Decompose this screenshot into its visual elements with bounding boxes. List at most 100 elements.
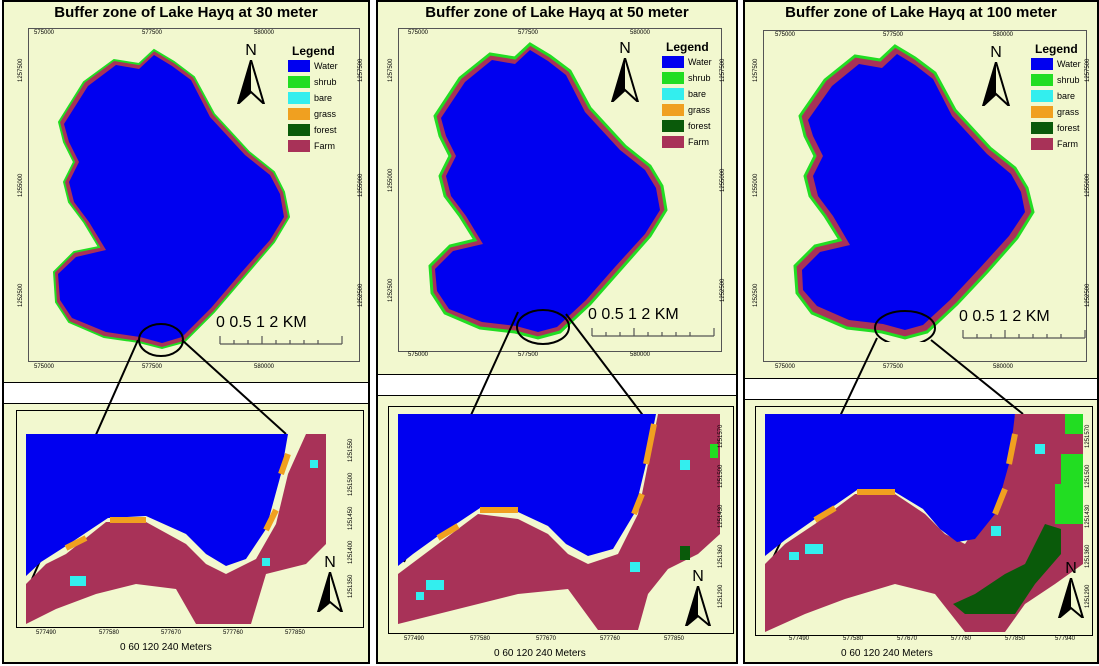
inset-y-tick: 1251500 (348, 472, 354, 496)
x-tick: 577500 (518, 30, 539, 36)
inset-x-tick: 577490 (789, 636, 810, 642)
inset-bare-patch (70, 576, 86, 586)
x-tick: 577500 (883, 364, 904, 370)
x-tick: 580000 (254, 364, 275, 370)
north-arrow-icon (236, 60, 266, 104)
legend-item-farm: Farm (1031, 136, 1081, 152)
legend-title: Legend (1035, 42, 1078, 56)
legend-item-grass: grass (1031, 104, 1081, 120)
legend-title: Legend (666, 40, 709, 54)
inset-scale-bar: 0 60 120 240 Meters (841, 648, 933, 659)
legend-item-forest: forest (662, 118, 712, 134)
legend-item-water: Water (288, 58, 338, 74)
panel-title: Buffer zone of Lake Hayq at 100 meter (785, 4, 1057, 21)
north-arrow-icon (610, 58, 640, 102)
legend-item-forest: forest (1031, 120, 1081, 136)
map-panel-30m: Buffer zone of Lake Hayq at 30 meter 575… (2, 0, 370, 664)
inset-forest-patch (953, 524, 1061, 614)
legend-item-water: Water (662, 54, 712, 70)
north-arrow-icon (684, 586, 712, 626)
north-arrow: N (610, 40, 640, 102)
legend-title: Legend (292, 44, 335, 58)
x-tick: 580000 (993, 32, 1014, 38)
north-arrow-icon (1057, 578, 1085, 618)
panel-title: Buffer zone of Lake Hayq at 30 meter (54, 4, 318, 21)
inset-scale-bar: 0 60 120 240 Meters (120, 642, 212, 653)
inset-grass-edge (813, 433, 1018, 523)
inset-bare-patch (991, 526, 1001, 536)
inset-bare-patch (262, 558, 270, 566)
lake-map (52, 48, 291, 357)
inset-shrub-patch (710, 444, 718, 458)
x-tick: 577500 (142, 30, 163, 36)
inset-bare-patch (630, 562, 640, 572)
legend-item-farm: Farm (662, 134, 712, 150)
inset-north-arrow: N (1057, 560, 1085, 618)
legend-item-shrub: shrub (662, 70, 712, 86)
inset-north-arrow: N (684, 568, 712, 626)
inset-y-tick: 1251570 (718, 424, 724, 448)
legend: Legend Water shrub bare grass forest Far… (1031, 42, 1081, 152)
inset-map (765, 414, 1083, 632)
legend: Legend Water shrub bare grass forest Far… (662, 40, 712, 150)
scale-bar-ruler (591, 328, 715, 337)
inset-shrub-patch (1061, 454, 1083, 484)
legend-item-bare: bare (1031, 88, 1081, 104)
inset-y-tick: 1251350 (348, 574, 354, 598)
inset-scale-bar: 0 60 120 240 Meters (494, 648, 586, 659)
inset-y-tick: 1251500 (1085, 464, 1091, 488)
legend-item-bare: bare (662, 86, 712, 102)
inset-y-tick: 1251570 (1085, 424, 1091, 448)
inset-x-tick: 577580 (99, 630, 120, 636)
inset-farm (26, 434, 326, 624)
inset-bare-patch (805, 544, 823, 554)
inset-forest-patch (680, 546, 690, 560)
inset-y-tick: 1251290 (718, 584, 724, 608)
legend-item-bare: bare (288, 90, 338, 106)
zoom-circle (874, 310, 936, 342)
inset-y-tick: 1251400 (348, 540, 354, 564)
zoom-circle (516, 309, 570, 345)
x-tick: 580000 (630, 352, 651, 358)
inset-x-tick: 577940 (1055, 636, 1076, 642)
inset-frame (388, 406, 734, 634)
x-tick: 577500 (518, 352, 539, 358)
map-panel-100m: Buffer zone of Lake Hayq at 100 meter 57… (743, 0, 1099, 664)
lake-map (793, 44, 1035, 342)
map-panel-50m: Buffer zone of Lake Hayq at 50 meter 575… (376, 0, 738, 664)
inset-y-tick: 1251290 (1085, 584, 1091, 608)
inset-shrub-patch (1055, 484, 1083, 524)
north-arrow-icon (981, 62, 1011, 106)
inset-x-tick: 577850 (1005, 636, 1026, 642)
inset-grass-edge (436, 423, 657, 541)
inset-y-tick: 1251550 (348, 438, 354, 462)
legend-item-forest: forest (288, 122, 338, 138)
scale-bar-ruler (219, 336, 343, 345)
legend: Legend Water shrub bare grass forest Far… (288, 44, 338, 154)
scale-bar: 0 0.5 1 2 KM (959, 308, 1089, 340)
x-tick: 575000 (408, 30, 429, 36)
inset-y-tick: 1251500 (718, 464, 724, 488)
lake-water (802, 54, 1025, 330)
inset-x-tick: 577760 (951, 636, 972, 642)
x-tick: 575000 (775, 364, 796, 370)
panel-divider (745, 378, 1097, 400)
inset-bare-patch (416, 592, 424, 600)
inset-x-tick: 577490 (36, 630, 57, 636)
inset-farm (398, 414, 720, 630)
inset-water (26, 434, 288, 576)
lake-water (58, 55, 284, 343)
inset-x-tick: 577580 (843, 636, 864, 642)
x-tick: 575000 (775, 32, 796, 38)
inset-bare-patch (680, 460, 690, 470)
inset-x-tick: 577760 (600, 636, 621, 642)
lake-map (428, 42, 668, 345)
legend-item-shrub: shrub (1031, 72, 1081, 88)
inset-bare-patch (310, 460, 318, 468)
x-tick: 575000 (408, 352, 429, 358)
inset-y-tick: 1251360 (1085, 544, 1091, 568)
inset-y-tick: 1251430 (718, 504, 724, 528)
scale-bar: 0 0.5 1 2 KM (588, 306, 718, 338)
inset-bare-patch (789, 552, 799, 560)
inset-y-tick: 1251430 (1085, 504, 1091, 528)
